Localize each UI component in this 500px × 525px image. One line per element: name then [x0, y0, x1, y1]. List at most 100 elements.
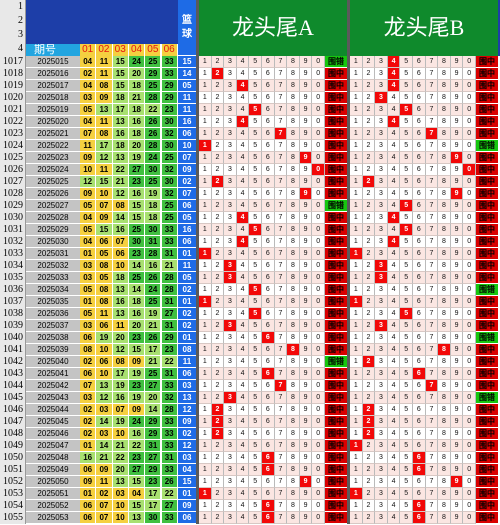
tail-b-digit-cell: 7 — [425, 404, 439, 416]
draw-number-cell: 24 — [145, 284, 162, 296]
tail-a-digit-cell: 4 — [236, 224, 250, 236]
draw-number-cell: 33 — [161, 236, 178, 248]
tail-a-digit-cell: 8 — [287, 260, 300, 272]
draw-number-cell: 02 — [80, 416, 97, 428]
tail-a-digit-cell: 3 — [224, 152, 237, 164]
tail-b-digit-cell: 7 — [425, 488, 439, 500]
tail-b-digit-cell: 3 — [375, 224, 388, 236]
tail-b-digit-cell: 3 — [375, 392, 388, 404]
period-cell: 2025037 — [26, 320, 80, 332]
tail-a-digit-cell: 3 — [224, 320, 237, 332]
tail-b-digit-cell: 4 — [387, 140, 401, 152]
tail-b-digit-cell: 7 — [425, 140, 439, 152]
tail-a-digit-cell: 5 — [249, 140, 262, 152]
tail-a-digit-cell: 8 — [287, 140, 300, 152]
tail-b-digit-cell: 1 — [350, 80, 363, 92]
tail-b-digit-cell: 3 — [375, 260, 388, 272]
draw-number-cell: 16 — [128, 308, 146, 320]
blue-ball-cell: 11 — [178, 260, 196, 272]
tail-b-digit-cell: 9 — [450, 116, 464, 128]
tail-b-digit-cell: 6 — [413, 392, 426, 404]
draw-number-cell: 20 — [128, 320, 146, 332]
tail-a-digit-cell: 0 — [312, 164, 325, 176]
tail-a-digit-cell: 4 — [236, 176, 250, 188]
tail-a-digit-cell: 1 — [199, 296, 212, 308]
draw-number-cell: 06 — [96, 236, 113, 248]
tail-a-digit-cell: 5 — [249, 404, 262, 416]
tail-b-digit-cell: 8 — [438, 92, 451, 104]
draw-number-cell: 02 — [80, 68, 97, 80]
tail-b-digit-cell: 8 — [438, 104, 451, 116]
tail-a-digit-cell: 2 — [211, 116, 225, 128]
tail-a-digit-cell: 8 — [287, 104, 300, 116]
tail-a-digit-cell: 2 — [211, 248, 225, 260]
tail-b-digit-cell: 0 — [463, 404, 476, 416]
period-cell: 2025048 — [26, 452, 80, 464]
tail-a-digit-cell: 9 — [299, 488, 313, 500]
result-a-badge: 围错 — [325, 200, 347, 212]
tail-a-digit-cell: 8 — [287, 284, 300, 296]
draw-number-cell: 04 — [80, 116, 97, 128]
tail-b-digit-cell: 6 — [413, 176, 426, 188]
tail-a-digit-cell: 5 — [249, 68, 262, 80]
tail-b-digit-cell: 9 — [450, 236, 464, 248]
draw-number-cell: 25 — [145, 56, 162, 68]
draw-number-cell: 02 — [80, 428, 97, 440]
tail-b-digit-cell: 9 — [450, 56, 464, 68]
tail-a-digit-cell: 7 — [274, 512, 288, 524]
tail-b-digit-cell: 8 — [438, 188, 451, 200]
tail-b-digit-cell: 1 — [350, 368, 363, 380]
tail-b-digit-cell: 9 — [450, 164, 464, 176]
result-a-badge: 围中 — [325, 212, 347, 224]
draw-number-cell: 28 — [145, 140, 162, 152]
row-number: 1027 — [0, 176, 26, 188]
tail-b-digit-cell: 2 — [362, 104, 376, 116]
tail-b-digit-cell: 1 — [350, 332, 363, 344]
tail-a-digit-cell: 5 — [249, 260, 262, 272]
draw-number-cell: 16 — [128, 428, 146, 440]
tail-a-digit-cell: 2 — [211, 260, 225, 272]
tail-b-digit-cell: 2 — [362, 368, 376, 380]
tail-b-digit-cell: 2 — [362, 428, 376, 440]
tail-a-digit-cell: 5 — [249, 512, 262, 524]
result-a-badge: 围中 — [325, 272, 347, 284]
draw-number-cell: 01 — [80, 248, 97, 260]
tail-b-digit-cell: 3 — [375, 356, 388, 368]
tail-a-digit-cell: 6 — [262, 356, 275, 368]
result-b-badge: 围中 — [476, 236, 498, 248]
tail-b-digit-cell: 6 — [413, 344, 426, 356]
row-number: 1022 — [0, 116, 26, 128]
blue-ball-cell: 06 — [178, 200, 196, 212]
tail-a-digit-cell: 6 — [262, 200, 275, 212]
tail-b-digit-cell: 2 — [362, 56, 376, 68]
tail-a-digit-cell: 9 — [299, 440, 313, 452]
blue-ball-header: 篮球 — [178, 0, 196, 56]
draw-number-cell: 14 — [128, 284, 146, 296]
tail-a-digit-cell: 2 — [211, 272, 225, 284]
result-a-badge: 围中 — [325, 368, 347, 380]
tail-b-digit-cell: 3 — [375, 428, 388, 440]
tail-a-digit-cell: 6 — [262, 500, 275, 512]
tail-b-digit-cell: 4 — [387, 128, 401, 140]
period-cell: 2025044 — [26, 404, 80, 416]
tail-b-digit-cell: 9 — [450, 500, 464, 512]
tail-a-digit-cell: 4 — [236, 512, 250, 524]
draw-number-cell: 26 — [161, 476, 178, 488]
draw-number-cell: 17 — [145, 500, 162, 512]
tail-b-digit-cell: 1 — [350, 284, 363, 296]
draw-number-cell: 11 — [96, 308, 113, 320]
period-cell: 2025032 — [26, 260, 80, 272]
tail-a-digit-cell: 3 — [224, 128, 237, 140]
tail-a-digit-cell: 5 — [249, 356, 262, 368]
tail-b-digit-cell: 7 — [425, 212, 439, 224]
row-number: 1031 — [0, 224, 26, 236]
tail-b-digit-cell: 0 — [463, 440, 476, 452]
tail-b-digit-cell: 0 — [463, 56, 476, 68]
draw-number-cell: 16 — [145, 260, 162, 272]
tail-b-digit-cell: 7 — [425, 188, 439, 200]
tail-b-digit-cell: 9 — [450, 104, 464, 116]
draw-number-cell: 21 — [112, 176, 129, 188]
row-number: 1046 — [0, 404, 26, 416]
tail-b-digit-cell: 3 — [375, 344, 388, 356]
tail-b-digit-cell: 8 — [438, 116, 451, 128]
